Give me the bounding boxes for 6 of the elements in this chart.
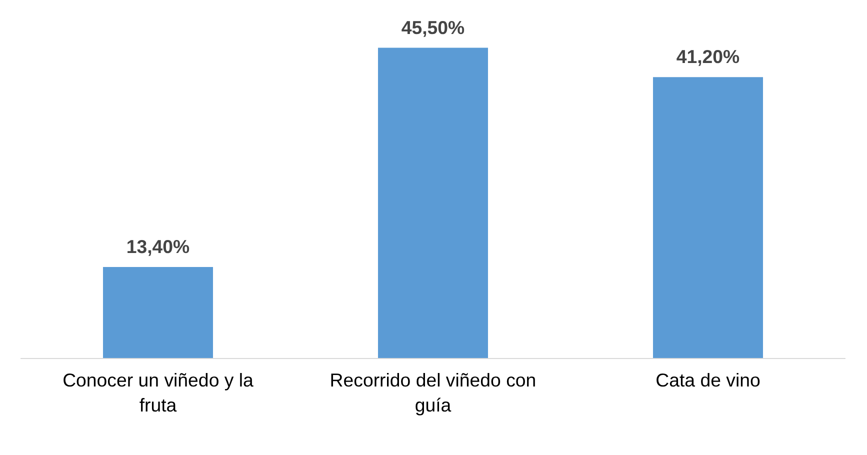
- data-label: 45,50%: [401, 16, 466, 38]
- data-label: 41,20%: [676, 46, 740, 68]
- data-label: 13,40%: [126, 236, 190, 257]
- x-tick-label: Cata de vino: [656, 370, 760, 390]
- x-tick-label: Conocer un viñedo y la fruta: [62, 370, 254, 416]
- x-tick-label: Recorrido del viñedo con guía: [330, 370, 536, 416]
